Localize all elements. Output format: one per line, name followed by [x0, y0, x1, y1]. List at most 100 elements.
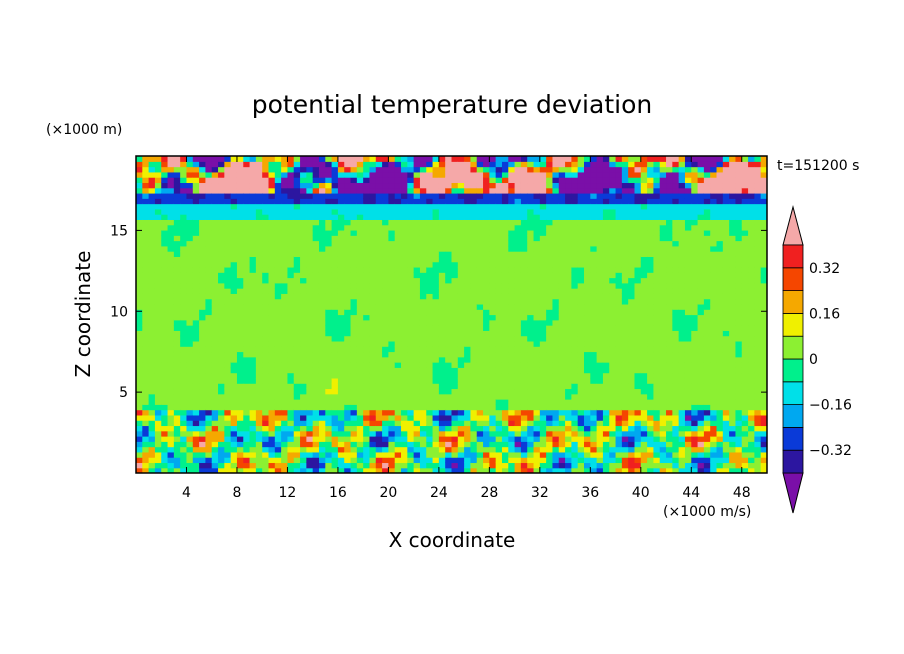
- heatmap-cell: [300, 314, 307, 321]
- heatmap-cell: [148, 282, 156, 289]
- heatmap-cell: [154, 425, 162, 432]
- heatmap-cell: [476, 372, 484, 379]
- heatmap-cell: [293, 203, 301, 210]
- heatmap-cell: [136, 303, 143, 310]
- heatmap-cell: [628, 409, 636, 416]
- heatmap-cell: [501, 451, 509, 458]
- heatmap-cell: [369, 251, 377, 257]
- heatmap-cell: [621, 362, 629, 368]
- heatmap-cell: [558, 245, 566, 252]
- heatmap-cell: [514, 319, 522, 326]
- heatmap-cell: [161, 235, 169, 242]
- heatmap-cell: [464, 266, 472, 273]
- heatmap-cell: [407, 272, 415, 279]
- heatmap-cell: [552, 251, 560, 257]
- heatmap-cell: [495, 293, 503, 300]
- heatmap-cell: [489, 192, 497, 199]
- heatmap-cell: [337, 256, 345, 263]
- heatmap-cell: [609, 156, 617, 162]
- heatmap-cell: [136, 430, 143, 437]
- heatmap-cell: [186, 351, 194, 358]
- heatmap-cell: [628, 367, 636, 374]
- heatmap-cell: [243, 372, 251, 379]
- heatmap-cell: [451, 372, 459, 379]
- heatmap-cell: [602, 330, 610, 337]
- heatmap-cell: [161, 409, 169, 416]
- heatmap-cell: [520, 377, 528, 384]
- heatmap-cell: [647, 203, 655, 210]
- heatmap-cell: [609, 451, 617, 458]
- heatmap-cell: [293, 298, 301, 305]
- heatmap-cell: [337, 156, 345, 162]
- heatmap-cell: [192, 451, 200, 458]
- heatmap-cell: [281, 362, 289, 368]
- heatmap-cell: [565, 414, 572, 421]
- heatmap-cell: [312, 335, 320, 342]
- heatmap-cell: [136, 346, 143, 353]
- heatmap-cell: [394, 425, 402, 432]
- heatmap-cell: [306, 314, 314, 321]
- heatmap-cell: [218, 187, 225, 194]
- heatmap-cell: [483, 451, 490, 458]
- heatmap-cell: [501, 161, 509, 168]
- heatmap-cell: [161, 282, 169, 289]
- heatmap-cell: [438, 219, 446, 226]
- heatmap-cell: [577, 293, 585, 300]
- heatmap-cell: [142, 314, 150, 321]
- heatmap-cell: [489, 214, 497, 220]
- heatmap-cell: [533, 393, 541, 400]
- heatmap-cell: [350, 346, 358, 353]
- heatmap-cell: [451, 156, 459, 162]
- heatmap-cell: [426, 219, 434, 226]
- heatmap-cell: [634, 409, 642, 416]
- heatmap-cell: [236, 272, 244, 279]
- heatmap-cell: [546, 245, 554, 252]
- heatmap-cell: [293, 356, 301, 363]
- heatmap-cell: [236, 351, 244, 358]
- heatmap-cell: [621, 330, 629, 337]
- heatmap-cell: [148, 177, 156, 184]
- heatmap-cell: [584, 430, 591, 437]
- heatmap-cell: [565, 266, 572, 273]
- heatmap-cell: [205, 377, 213, 384]
- heatmap-cell: [401, 256, 408, 263]
- heatmap-cell: [211, 335, 219, 342]
- heatmap-cell: [142, 288, 150, 294]
- heatmap-cell: [369, 229, 377, 236]
- heatmap-cell: [483, 277, 490, 284]
- heatmap-cell: [476, 187, 484, 194]
- heatmap-cell: [394, 399, 402, 405]
- heatmap-cell: [136, 425, 143, 432]
- heatmap-cell: [255, 330, 263, 337]
- heatmap-cell: [539, 161, 547, 168]
- heatmap-cell: [205, 335, 213, 342]
- heatmap-cell: [394, 325, 402, 331]
- heatmap-cell: [136, 457, 143, 464]
- heatmap-cell: [432, 377, 440, 384]
- heatmap-cell: [621, 420, 629, 427]
- heatmap-cell: [401, 346, 408, 353]
- heatmap-cell: [565, 462, 572, 469]
- heatmap-cell: [445, 372, 453, 379]
- heatmap-cell: [495, 377, 503, 384]
- heatmap-cell: [136, 214, 143, 220]
- heatmap-cell: [394, 436, 402, 442]
- heatmap-cell: [287, 335, 295, 342]
- heatmap-cell: [634, 229, 642, 236]
- heatmap-cell: [268, 314, 276, 321]
- heatmap-cell: [287, 171, 295, 178]
- heatmap-cell: [451, 425, 459, 432]
- heatmap-cell: [211, 441, 219, 448]
- heatmap-cell: [142, 177, 150, 184]
- heatmap-cell: [281, 346, 289, 353]
- heatmap-cell: [659, 420, 667, 427]
- heatmap-cell: [584, 261, 591, 268]
- heatmap-cell: [388, 214, 396, 220]
- heatmap-cell: [344, 171, 352, 178]
- heatmap-cell: [508, 245, 516, 252]
- heatmap-cell: [628, 399, 636, 405]
- heatmap-cell: [337, 224, 345, 231]
- heatmap-cell: [401, 282, 408, 289]
- heatmap-cell: [337, 266, 345, 273]
- heatmap-cell: [451, 198, 459, 205]
